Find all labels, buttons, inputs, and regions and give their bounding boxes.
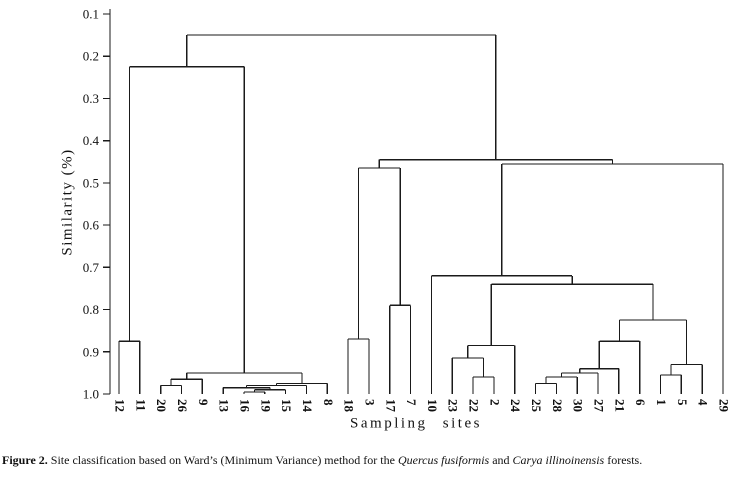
y-axis-title: Similarity (%) (59, 148, 76, 256)
y-tick-label: 0.2 (83, 49, 99, 64)
y-tick-label: 0.8 (83, 302, 99, 317)
leaf-label: 17 (383, 399, 398, 413)
caption-segment: and (489, 453, 513, 467)
caption-segment: Quercus fusiformis (397, 453, 490, 467)
leaf-label: 28 (550, 399, 565, 413)
y-tick-label: 0.1 (83, 7, 99, 22)
dendrogram-plot: 0.10.20.30.40.50.60.70.80.91.012 11 20 26 9 1… (83, 7, 732, 413)
x-axis-title: Sampling sites (350, 415, 482, 432)
leaf-label: 16 (237, 399, 252, 413)
y-tick-label: 0.3 (83, 91, 99, 106)
leaf-label: 10 (425, 399, 440, 412)
leaf-label: 4 (696, 399, 711, 406)
caption-segment: Site classification based on Ward’s (Min… (47, 453, 398, 467)
leaf-label: 21 (612, 399, 627, 412)
leaf-label: 25 (529, 399, 544, 413)
figure-caption: Figure 2. Site classification based on W… (2, 453, 642, 468)
y-tick-label: 0.4 (83, 133, 100, 148)
leaf-label: 29 (717, 399, 732, 413)
leaf-label: 15 (279, 399, 294, 413)
leaf-label: 23 (446, 399, 461, 413)
leaf-label: 3 (362, 399, 377, 406)
leaf-label: 2 (487, 399, 502, 406)
leaf-label: 13 (217, 399, 232, 413)
leaf-label: 18 (342, 399, 357, 413)
leaf-label: 1 (654, 399, 669, 406)
leaf-label: 6 (633, 399, 648, 406)
leaf-label: 19 (258, 399, 273, 413)
caption-segment: Carya illinoinensis (512, 453, 605, 467)
leaf-label: 8 (321, 399, 336, 406)
leaf-label: 12 (113, 399, 128, 412)
leaf-label: 26 (175, 399, 190, 413)
caption-segment: forests. (604, 453, 643, 467)
y-tick-label: 0.5 (83, 175, 99, 190)
leaf-label: 24 (508, 399, 523, 412)
leaf-label: 9 (196, 399, 211, 406)
leaf-label: 14 (300, 399, 315, 413)
leaf-label: 20 (154, 399, 169, 412)
leaf-label: 11 (133, 399, 148, 411)
y-tick-label: 0.9 (83, 344, 99, 359)
leaf-label: 5 (675, 399, 690, 406)
y-tick-label: 0.7 (83, 260, 100, 275)
leaf-label: 27 (592, 399, 607, 413)
y-tick-label: 1.0 (83, 387, 99, 402)
leaf-label: 30 (571, 399, 586, 412)
y-tick-label: 0.6 (83, 218, 100, 233)
caption-segment: Figure 2. (2, 453, 48, 467)
leaf-label: 7 (404, 399, 419, 406)
leaf-label: 22 (467, 399, 482, 412)
